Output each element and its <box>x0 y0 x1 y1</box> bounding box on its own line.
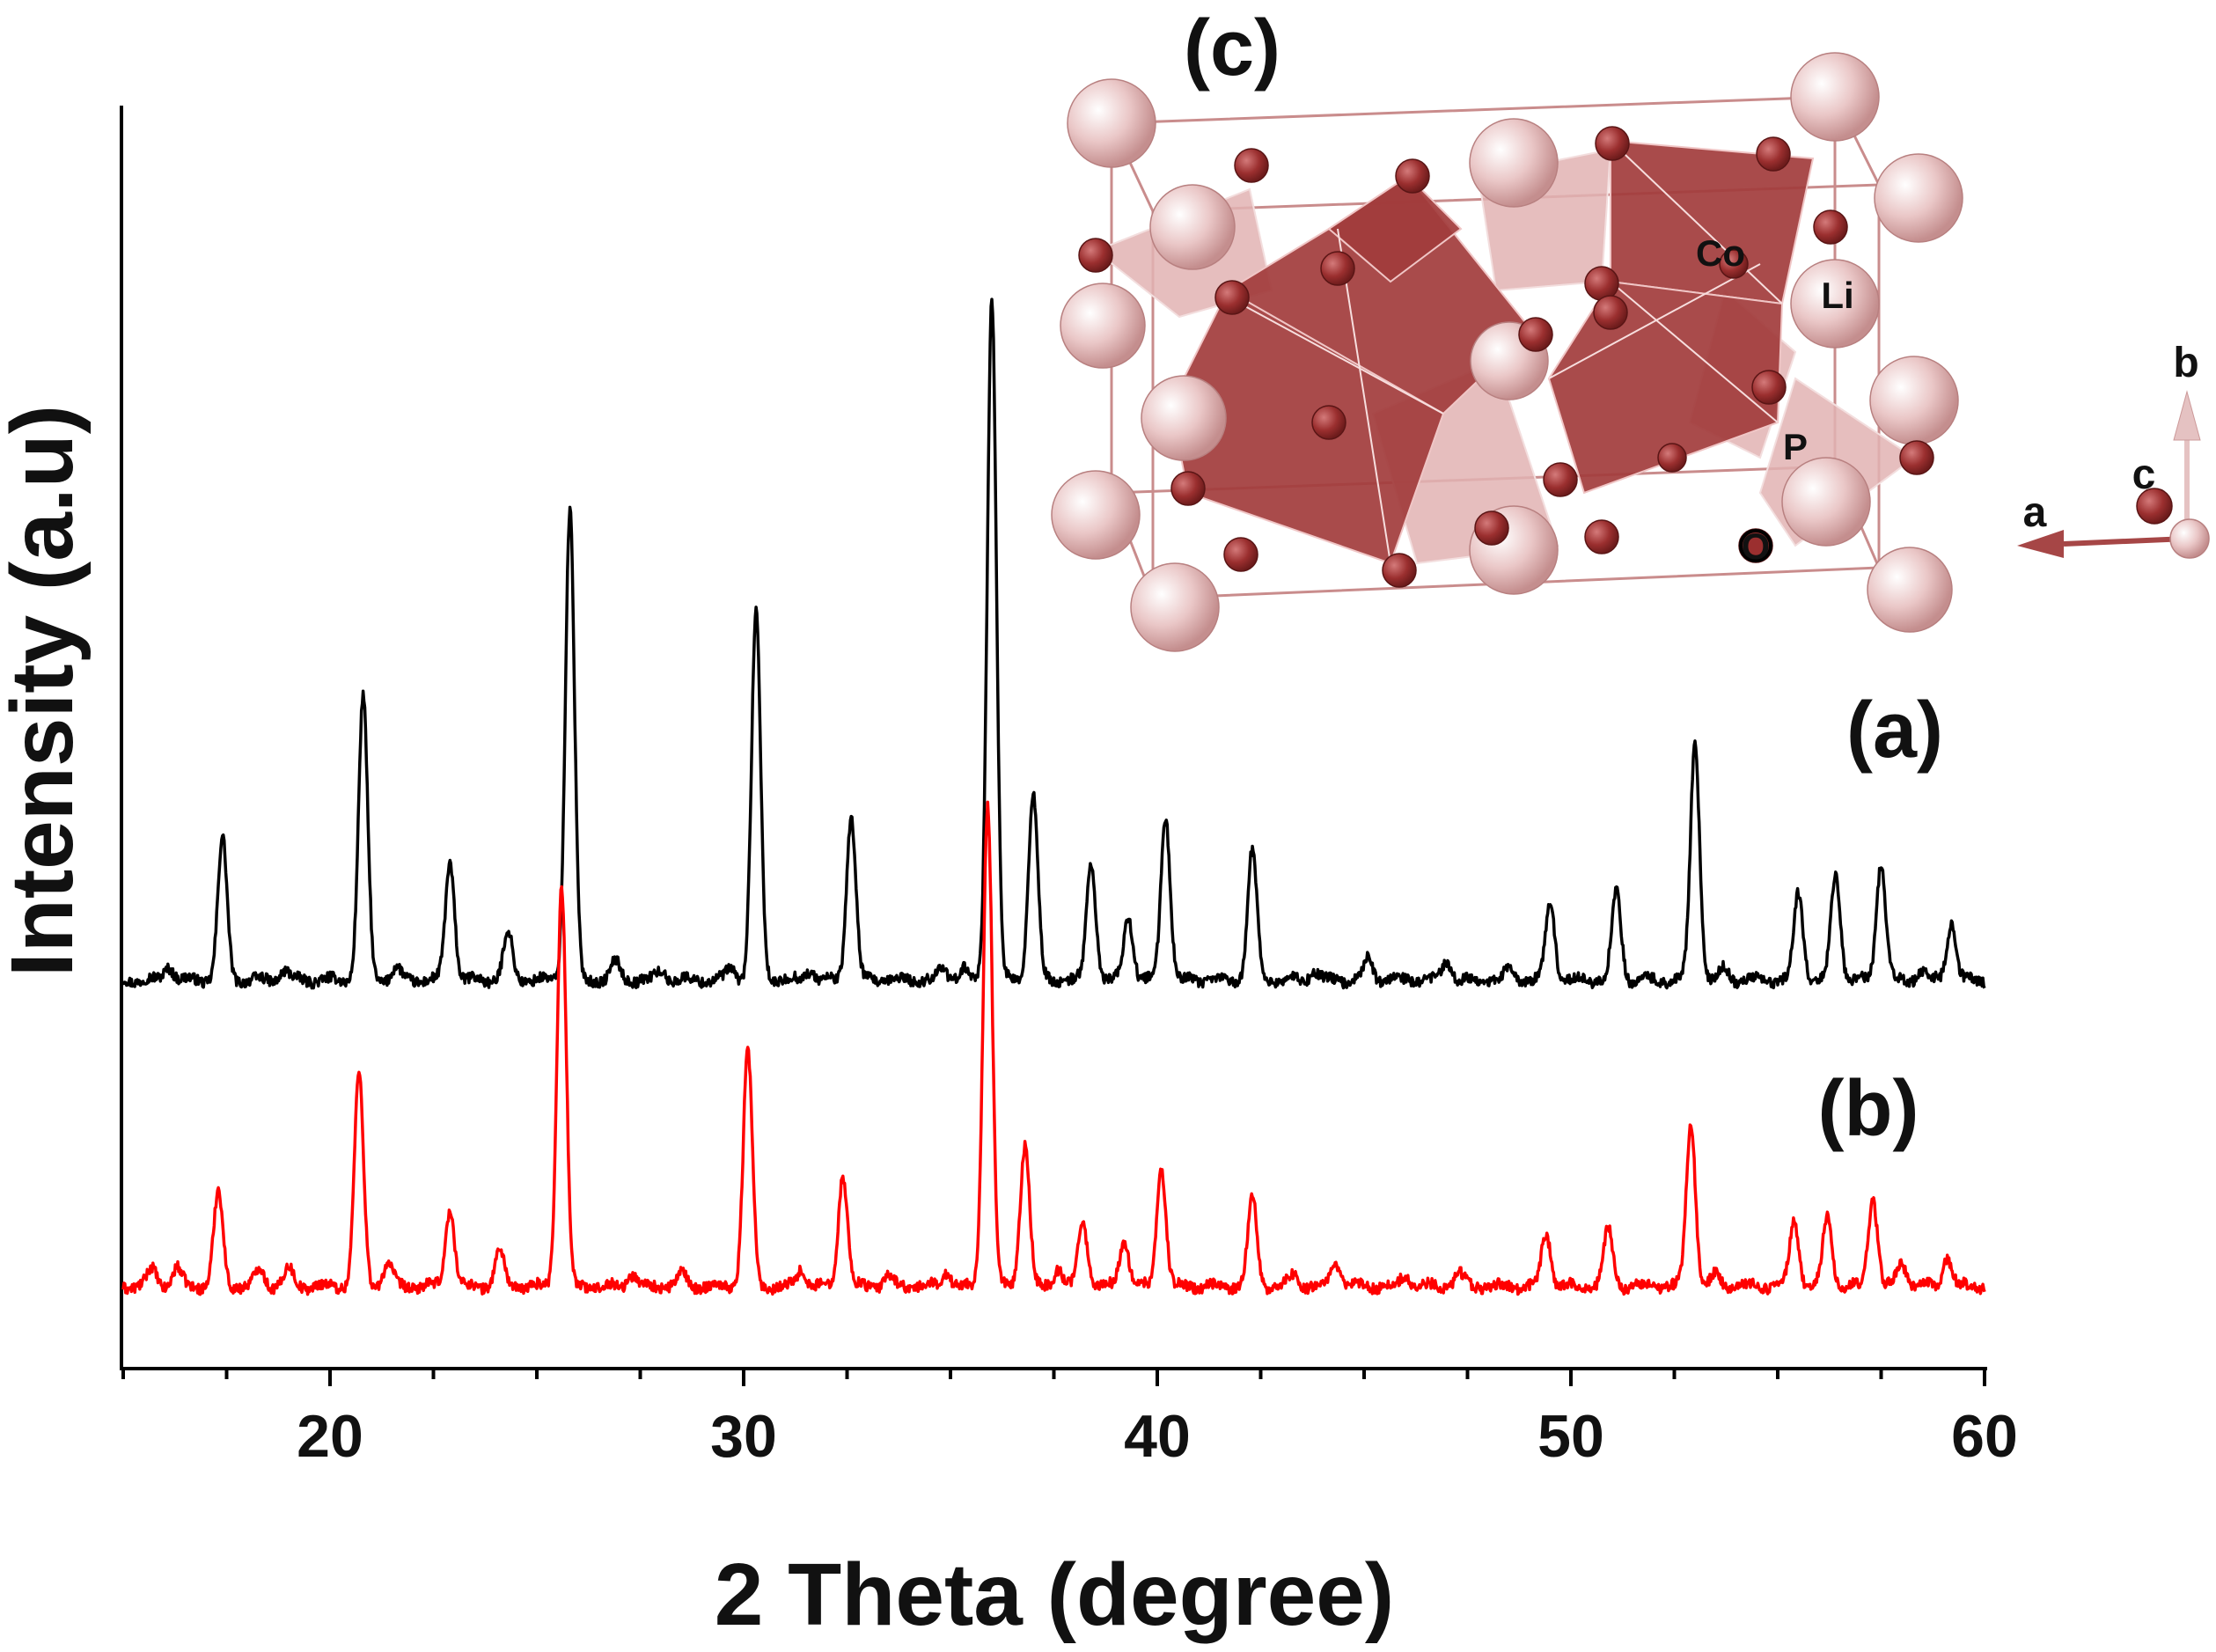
li-atom <box>1469 118 1559 208</box>
o-atom <box>1474 510 1509 546</box>
o-atom <box>1595 126 1630 161</box>
x-tick-label: 50 <box>1537 1403 1604 1470</box>
co-octahedra <box>1169 139 1815 565</box>
atom-label-li: Li <box>1821 275 1853 316</box>
o-atom <box>1311 405 1346 440</box>
li-atoms <box>1051 52 1963 652</box>
li-atom <box>1149 184 1236 270</box>
atom-label-co: Co <box>1696 232 1745 274</box>
li-atom <box>1051 470 1141 560</box>
x-axis-title: 2 Theta (degree) <box>715 1546 1394 1644</box>
o-atom <box>1719 249 1749 279</box>
o-atom <box>1593 295 1628 330</box>
y-axis-title: Intensity (a.u) <box>0 405 92 977</box>
inset-label: (c) <box>1184 4 1280 92</box>
li-atom <box>1060 283 1146 369</box>
x-tick-label: 40 <box>1124 1403 1191 1470</box>
axis-label-c: c <box>2132 452 2156 498</box>
atom-label-o: O <box>1742 525 1771 567</box>
o-atom <box>1756 136 1791 172</box>
li-atom <box>1867 547 1953 633</box>
li-atom <box>1781 457 1871 547</box>
x-ticks <box>121 1369 1986 1386</box>
li-atom <box>1874 153 1963 243</box>
o-atom <box>1214 280 1250 315</box>
o-marker <box>1739 529 1772 562</box>
o-atom <box>1382 553 1417 588</box>
bonds <box>1231 140 1783 564</box>
li-atom <box>1790 52 1880 142</box>
series-line-b <box>121 800 1986 1296</box>
o-atoms <box>1078 126 1934 588</box>
o-atom <box>1395 158 1430 194</box>
li-atom <box>1141 375 1227 461</box>
o-atom <box>1170 471 1206 506</box>
x-tick-label: 30 <box>710 1403 777 1470</box>
o-atom <box>1078 238 1113 273</box>
axis-label-a: a <box>2023 489 2047 536</box>
li-atom <box>1790 259 1880 349</box>
o-atom <box>1584 519 1619 554</box>
series-line-a <box>121 297 1986 990</box>
li-atom <box>1067 78 1156 168</box>
crystal-structure-inset: (c) <box>1051 4 2210 652</box>
o-atom <box>1584 266 1619 301</box>
series-layer <box>121 297 1986 1296</box>
o-atom <box>1813 209 1848 245</box>
x-tick-label: 60 <box>1951 1403 2018 1470</box>
o-atom <box>1899 440 1934 475</box>
o-atom <box>1543 462 1578 497</box>
li-atom <box>1869 356 1959 445</box>
x-tick-label: 20 <box>297 1403 363 1470</box>
axis-label-b: b <box>2173 340 2198 386</box>
axis-triad: a b c <box>2017 340 2210 559</box>
o-atom <box>1751 370 1787 405</box>
o-atom <box>1518 317 1553 352</box>
o-atom <box>1223 537 1258 572</box>
o-atom <box>1657 443 1687 473</box>
o-atom <box>1234 148 1269 183</box>
series-label-a: (a) <box>1846 686 1943 775</box>
li-atom <box>1130 562 1220 652</box>
x-tick-labels: 20 30 40 50 60 <box>297 1403 2018 1470</box>
o-atom <box>1320 251 1355 286</box>
atom-label-p: P <box>1783 426 1808 467</box>
series-label-b: (b) <box>1818 1065 1919 1153</box>
